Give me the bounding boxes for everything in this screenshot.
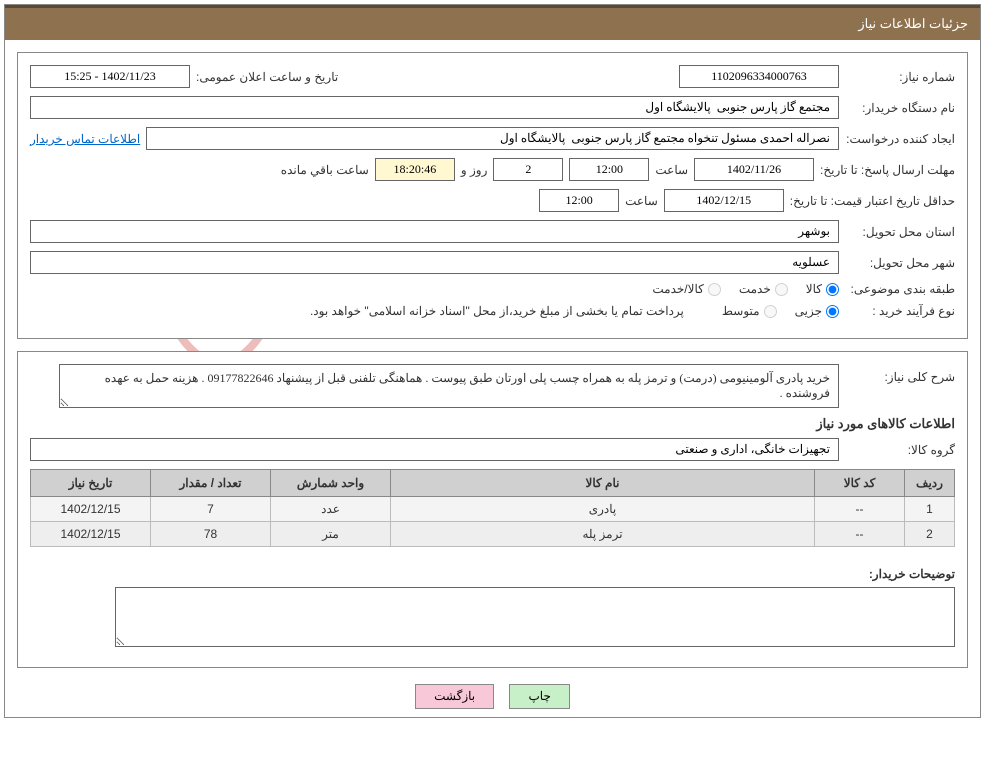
- table-header: نام کالا: [391, 470, 815, 497]
- requester-field: [146, 127, 839, 150]
- process-medium-label: متوسط: [722, 304, 760, 318]
- reply-hour-field: [569, 158, 649, 181]
- time-remaining-field: [375, 158, 455, 181]
- reply-hour-label: ساعت: [655, 163, 688, 177]
- contact-buyer-link[interactable]: اطلاعات تماس خریدار: [30, 132, 140, 146]
- buyer-notes-label: توضیحات خریدار:: [845, 561, 955, 581]
- table-cell: 1: [905, 497, 955, 522]
- process-partial-label: جزیی: [795, 304, 822, 318]
- category-service-label: خدمت: [739, 282, 771, 296]
- table-cell: پادری: [391, 497, 815, 522]
- price-validity-hour-label: ساعت: [625, 194, 658, 208]
- table-cell: --: [815, 497, 905, 522]
- delivery-city-field: [30, 251, 839, 274]
- items-section-title: اطلاعات کالاهای مورد نیاز: [30, 416, 955, 432]
- table-header: تعداد / مقدار: [151, 470, 271, 497]
- print-button[interactable]: چاپ: [509, 684, 569, 709]
- table-cell: 1402/12/15: [31, 497, 151, 522]
- requester-label: ایجاد کننده درخواست:: [845, 132, 955, 146]
- page-title: جزئیات اطلاعات نیاز: [858, 16, 968, 31]
- price-validity-label: حداقل تاریخ اعتبار قیمت: تا تاریخ:: [790, 194, 955, 208]
- table-cell: 7: [151, 497, 271, 522]
- table-cell: متر: [271, 522, 391, 547]
- category-goods-label: کالا: [806, 282, 822, 296]
- table-header: تاریخ نیاز: [31, 470, 151, 497]
- process-label: نوع فرآیند خرید :: [845, 304, 955, 318]
- table-cell: ترمز پله: [391, 522, 815, 547]
- table-cell: --: [815, 522, 905, 547]
- process-medium-radio: [764, 305, 777, 318]
- table-header: کد کالا: [815, 470, 905, 497]
- general-desc-field: خرید پادری آلومینیومی (درمت) و ترمز پله …: [59, 364, 839, 408]
- announce-label: تاریخ و ساعت اعلان عمومی:: [196, 70, 338, 84]
- action-buttons: چاپ بازگشت: [5, 684, 980, 709]
- table-header: واحد شمارش: [271, 470, 391, 497]
- buyer-device-field: [30, 96, 839, 119]
- back-button[interactable]: بازگشت: [415, 684, 494, 709]
- page-header: جزئیات اطلاعات نیاز: [5, 5, 980, 40]
- table-cell: 1402/12/15: [31, 522, 151, 547]
- details-panel: شماره نیاز: تاریخ و ساعت اعلان عمومی: نا…: [17, 52, 968, 339]
- reply-date-field: [694, 158, 814, 181]
- table-cell: 78: [151, 522, 271, 547]
- price-validity-hour-field: [539, 189, 619, 212]
- table-cell: 2: [905, 522, 955, 547]
- category-goods-radio[interactable]: [826, 283, 839, 296]
- delivery-province-label: استان محل تحویل:: [845, 225, 955, 239]
- remain-label: ساعت باقي مانده: [281, 163, 369, 177]
- need-number-label: شماره نیاز:: [845, 70, 955, 84]
- days-remaining-field: [493, 158, 563, 181]
- category-goods-service-radio: [708, 283, 721, 296]
- need-number-field: [679, 65, 839, 88]
- price-validity-date-field: [664, 189, 784, 212]
- days-label: روز و: [461, 163, 488, 177]
- buyer-notes-field: [115, 587, 955, 647]
- category-service-radio: [775, 283, 788, 296]
- goods-group-label: گروه کالا:: [845, 443, 955, 457]
- items-panel: شرح کلی نیاز: خرید پادری آلومینیومی (درم…: [17, 351, 968, 668]
- table-row: 2--ترمز پلهمتر781402/12/15: [31, 522, 955, 547]
- buyer-device-label: نام دستگاه خریدار:: [845, 101, 955, 115]
- announce-field: [30, 65, 190, 88]
- table-row: 1--پادریعدد71402/12/15: [31, 497, 955, 522]
- items-table: ردیفکد کالانام کالاواحد شمارشتعداد / مقد…: [30, 469, 955, 547]
- category-goods-service-label: کالا/خدمت: [652, 282, 703, 296]
- category-label: طبقه بندی موضوعی:: [845, 282, 955, 296]
- delivery-city-label: شهر محل تحویل:: [845, 256, 955, 270]
- reply-deadline-label: مهلت ارسال پاسخ: تا تاریخ:: [820, 163, 955, 177]
- goods-group-field: [30, 438, 839, 461]
- process-partial-radio[interactable]: [826, 305, 839, 318]
- general-desc-label: شرح کلی نیاز:: [845, 364, 955, 384]
- table-cell: عدد: [271, 497, 391, 522]
- table-header: ردیف: [905, 470, 955, 497]
- process-description: پرداخت تمام یا بخشی از مبلغ خرید،از محل …: [310, 304, 684, 318]
- delivery-province-field: [30, 220, 839, 243]
